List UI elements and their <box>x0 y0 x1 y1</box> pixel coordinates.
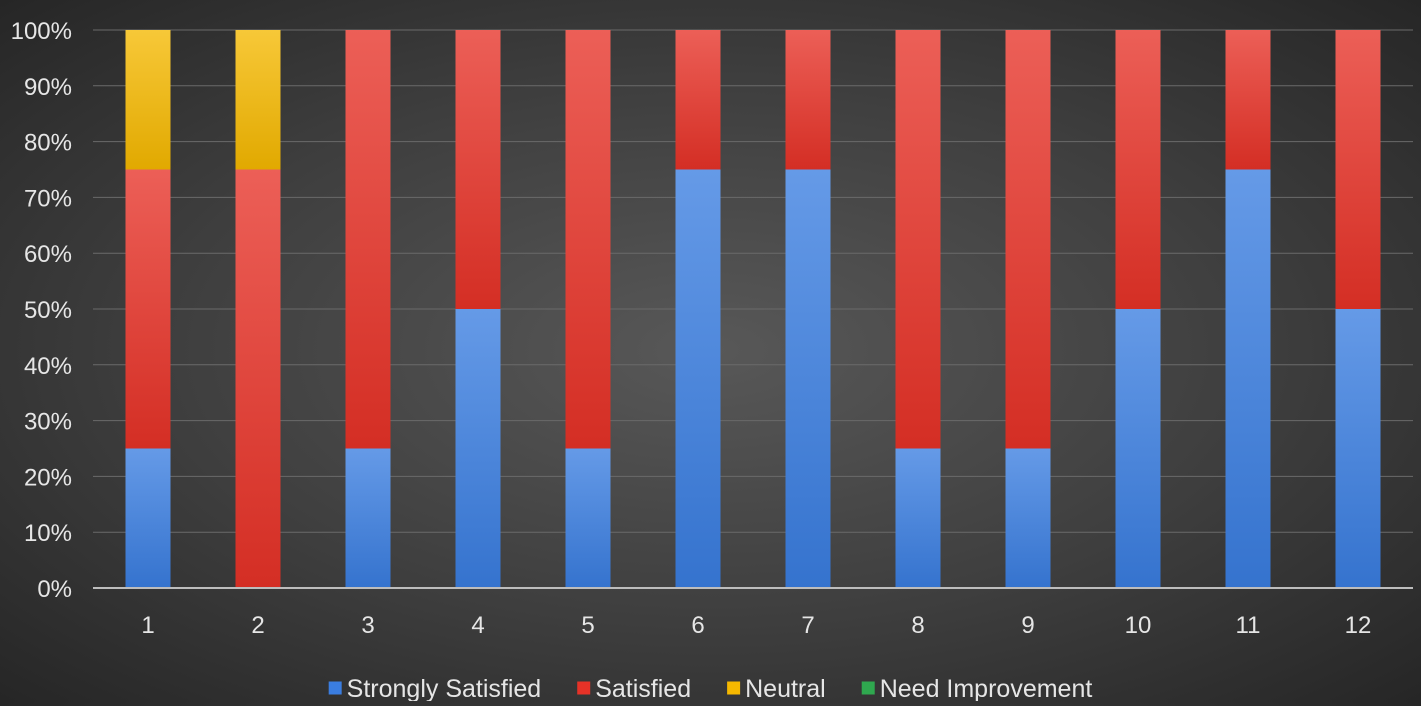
gridlines <box>93 29 1413 533</box>
bar-segment-neutral-1 <box>125 30 171 170</box>
y-tick-label: 0% <box>37 576 72 603</box>
y-tick-label: 50% <box>24 297 72 324</box>
bars <box>125 30 1381 588</box>
legend: Strongly Satisfied Satisfied Neutral Need I… <box>328 675 1093 703</box>
y-tick-label: 60% <box>24 241 72 268</box>
bar-segment-satisfied-11 <box>1225 30 1271 170</box>
y-tick-label: 100% <box>11 18 72 45</box>
bar-segment-satisfied-6 <box>675 30 721 170</box>
x-tick-label: 5 <box>581 612 594 639</box>
bar-segment-satisfied-1 <box>125 169 171 449</box>
legend-label: Neutral <box>745 675 826 701</box>
bar-segment-satisfied-5 <box>565 30 611 449</box>
bar-segment-satisfied-8 <box>895 30 941 449</box>
legend-swatch <box>727 681 741 695</box>
y-tick-label: 20% <box>24 464 72 491</box>
bar-segment-strongly-satisfied-11 <box>1225 169 1271 588</box>
x-tick-label: 3 <box>361 612 374 639</box>
x-tick-label: 9 <box>1021 612 1034 639</box>
bar-segment-strongly-satisfied-6 <box>675 169 721 588</box>
bar-segment-satisfied-2 <box>235 169 281 588</box>
x-tick-label: 4 <box>471 612 484 639</box>
bar-segment-strongly-satisfied-3 <box>345 448 391 588</box>
y-tick-label: 30% <box>24 409 72 436</box>
legend-swatch <box>577 681 591 695</box>
bar-segment-satisfied-4 <box>455 30 501 309</box>
legend-swatch <box>328 681 342 695</box>
legend-label: Need Improvement <box>880 675 1093 701</box>
bar-segment-strongly-satisfied-5 <box>565 448 611 588</box>
bar-segment-satisfied-3 <box>345 30 391 449</box>
y-tick-label: 40% <box>24 353 72 380</box>
x-tick-label: 8 <box>911 612 924 639</box>
bar-segment-strongly-satisfied-4 <box>455 309 501 588</box>
bar-segment-satisfied-7 <box>785 30 831 170</box>
axes: 0%10%20%30%40%50%60%70%80%90%100%1 2 3 4 5 6 7… <box>11 18 1413 639</box>
x-tick-label: 2 <box>251 612 264 639</box>
x-tick-label: 12 <box>1345 612 1372 639</box>
x-tick-label: 10 <box>1125 612 1152 639</box>
bar-segment-satisfied-9 <box>1005 30 1051 449</box>
legend-label: Strongly Satisfied <box>347 675 542 701</box>
legend-swatch <box>861 681 875 695</box>
bar-segment-strongly-satisfied-10 <box>1115 309 1161 588</box>
bar-segment-strongly-satisfied-1 <box>125 448 171 588</box>
legend-label: Satisfied <box>595 675 691 701</box>
bar-segment-satisfied-12 <box>1335 30 1381 309</box>
y-tick-label: 10% <box>24 520 72 547</box>
y-tick-label: 80% <box>24 130 72 157</box>
bar-segment-strongly-satisfied-8 <box>895 448 941 588</box>
y-tick-label: 90% <box>24 74 72 101</box>
x-tick-label: 7 <box>801 612 814 639</box>
x-tick-label: 11 <box>1236 612 1261 639</box>
x-tick-label: 1 <box>141 612 154 639</box>
bar-segment-neutral-2 <box>235 30 281 170</box>
x-tick-label: 6 <box>691 612 704 639</box>
bar-segment-strongly-satisfied-9 <box>1005 448 1051 588</box>
y-tick-label: 70% <box>24 185 72 212</box>
bar-segment-strongly-satisfied-7 <box>785 169 831 588</box>
bar-segment-satisfied-10 <box>1115 30 1161 309</box>
bar-segment-strongly-satisfied-12 <box>1335 309 1381 588</box>
